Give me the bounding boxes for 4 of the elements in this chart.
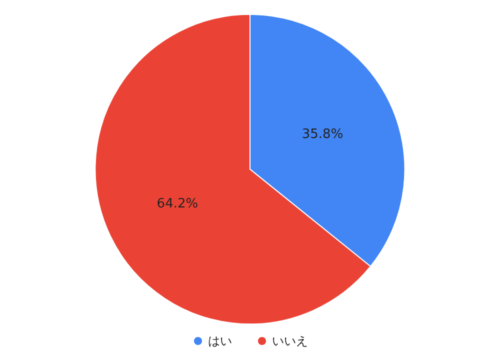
legend-label: はい — [208, 334, 232, 348]
legend-label: いいえ — [272, 334, 308, 348]
data-label: 35.8% — [302, 127, 344, 142]
data-label: 64.2% — [156, 196, 198, 212]
